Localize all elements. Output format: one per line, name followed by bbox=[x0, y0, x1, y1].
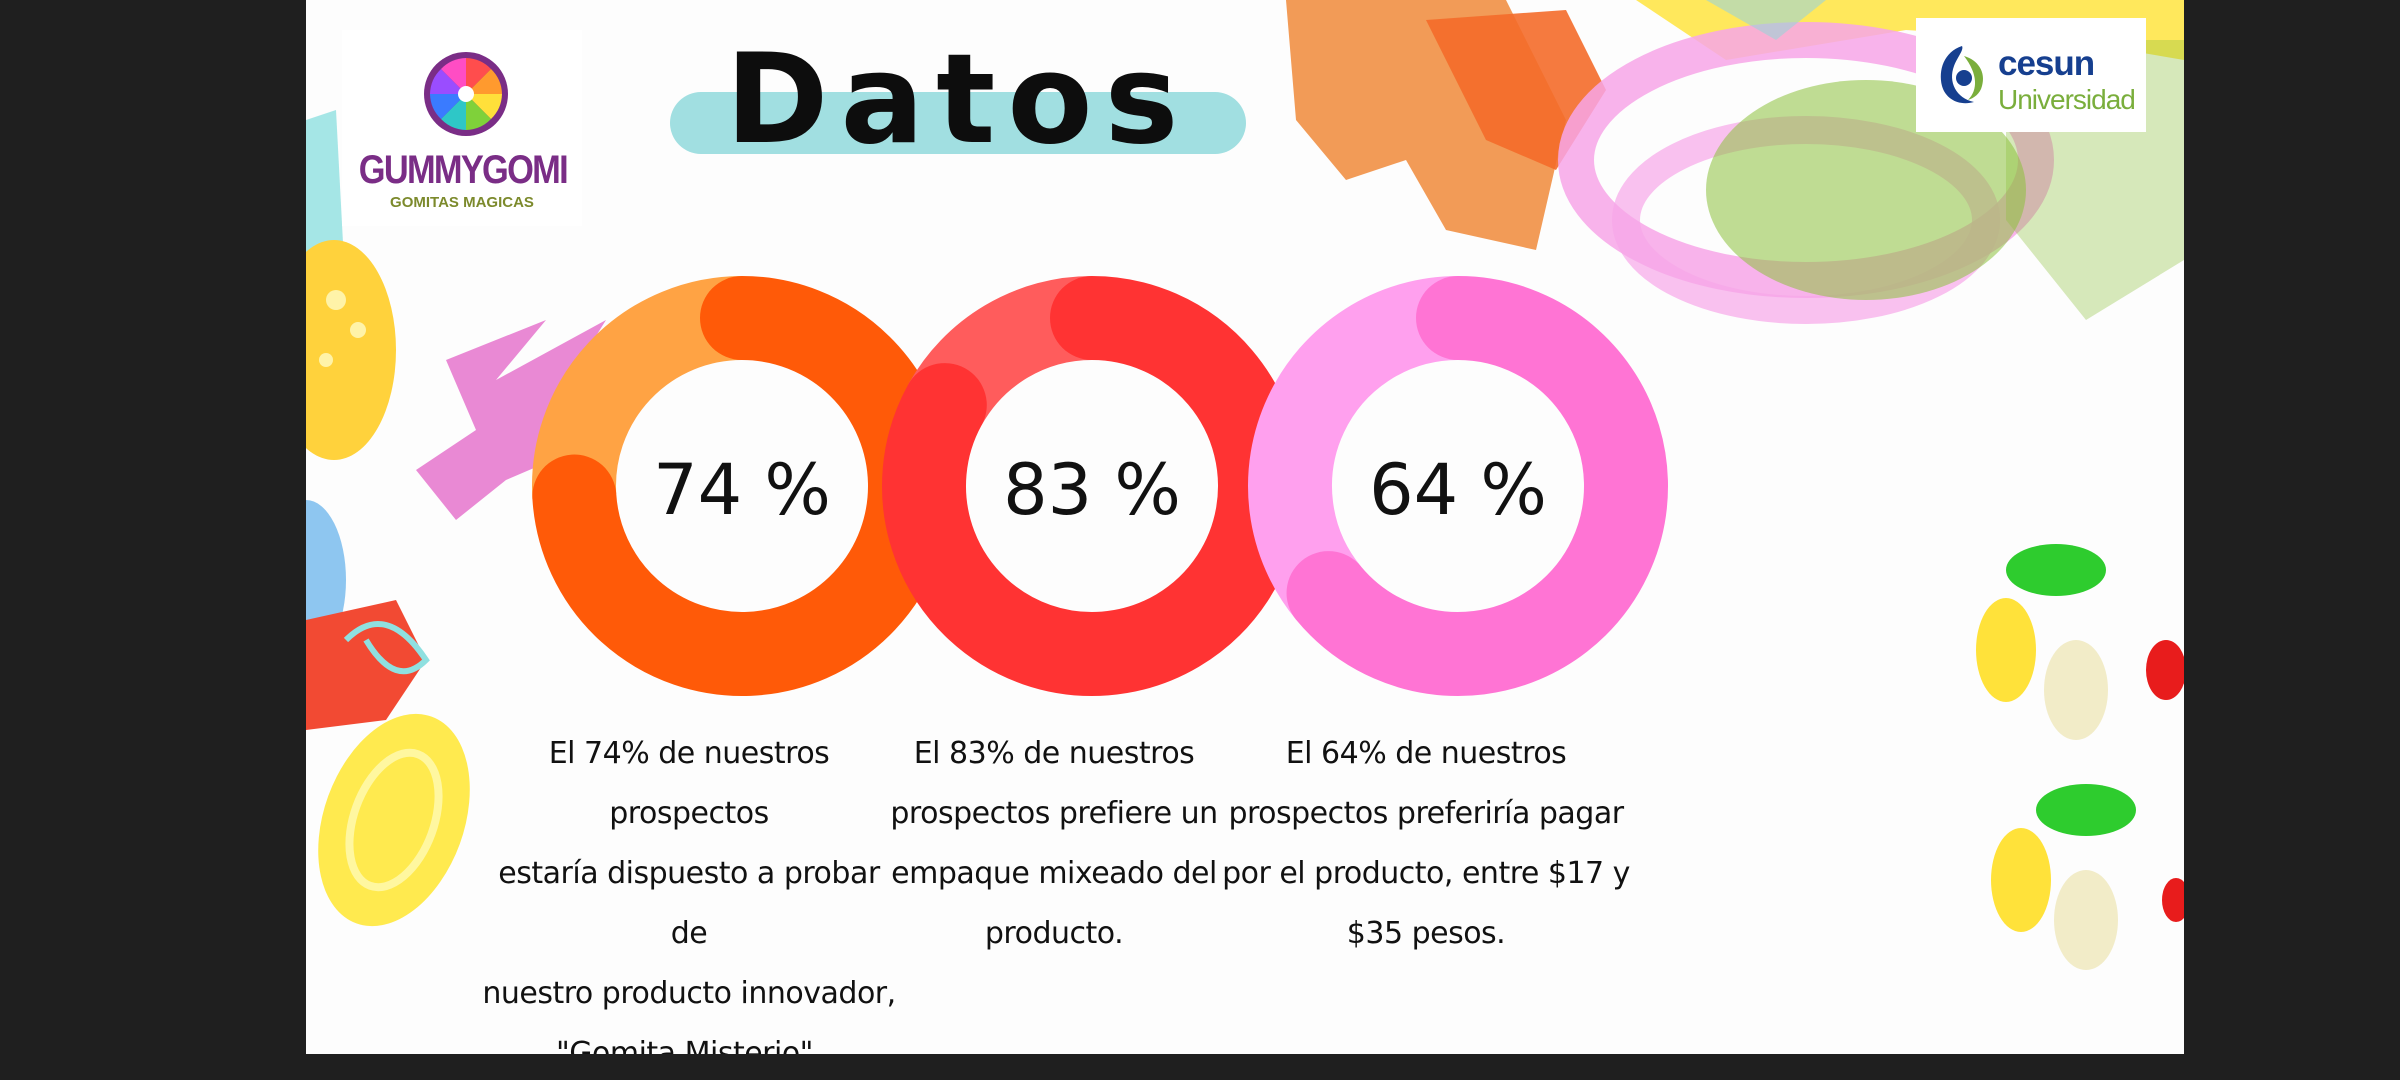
color-wheel-icon bbox=[424, 52, 508, 136]
caption-1-line-2: estaría dispuesto a probar de bbox=[498, 856, 880, 951]
cesun-logo: cesun Universidad bbox=[1916, 18, 2146, 132]
title-highlight bbox=[670, 92, 1246, 154]
donut-3-remainder-slice bbox=[1248, 276, 1459, 620]
gummy-bears-image bbox=[1976, 544, 2184, 970]
caption-2-line-3: empaque mixeado del bbox=[891, 856, 1217, 891]
donut-chart-2 bbox=[882, 276, 1302, 696]
brand-tagline: GOMITAS MAGICAS bbox=[390, 194, 534, 211]
donut-1-label: 74 % bbox=[653, 449, 831, 531]
caption-3-line-2: prospectos preferiría pagar bbox=[1228, 796, 1624, 831]
caption-2-line-1: El 83% de nuestros bbox=[913, 736, 1195, 771]
gummygomi-logo: GUMMYGOMI GOMITAS MAGICAS bbox=[342, 30, 582, 226]
decorative-brush-strokes bbox=[306, 0, 2184, 927]
cesun-subtitle: Universidad bbox=[1998, 84, 2136, 115]
caption-2: El 83% de nuestros prospectos prefiere u… bbox=[844, 724, 1264, 964]
page-title: Datos bbox=[725, 28, 1191, 172]
brand-name: GUMMYGOMI bbox=[358, 148, 569, 192]
caption-2-line-4: producto. bbox=[984, 916, 1124, 951]
donut-charts bbox=[532, 276, 1668, 696]
caption-3-line-4: $35 pesos. bbox=[1346, 916, 1506, 951]
cesun-name: cesun bbox=[1998, 44, 2095, 83]
caption-2-line-2: prospectos prefiere un bbox=[890, 796, 1218, 831]
donut-3-value-slice bbox=[1286, 276, 1668, 696]
donut-1-value-slice bbox=[532, 276, 952, 696]
caption-1-line-4: "Gomita Misterio". bbox=[555, 1036, 823, 1054]
donut-chart-1 bbox=[532, 276, 952, 696]
caption-1-line-1: El 74% de nuestros prospectos bbox=[548, 736, 830, 831]
caption-3-line-1: El 64% de nuestros bbox=[1285, 736, 1567, 771]
caption-3: El 64% de nuestros prospectos preferiría… bbox=[1216, 724, 1636, 964]
donut-chart-3 bbox=[1248, 276, 1668, 696]
caption-1: El 74% de nuestros prospectos estaría di… bbox=[479, 724, 899, 1054]
caption-3-line-3: por el producto, entre $17 y bbox=[1222, 856, 1630, 891]
caption-1-line-3: nuestro producto innovador, bbox=[482, 976, 896, 1011]
donut-2-label: 83 % bbox=[1003, 449, 1181, 531]
slide: GUMMYGOMI GOMITAS MAGICAS cesun Universi… bbox=[306, 0, 2184, 1054]
donut-3-label: 64 % bbox=[1369, 449, 1547, 531]
donut-2-value-slice bbox=[882, 276, 1302, 696]
cesun-emblem-icon bbox=[1940, 46, 1984, 104]
